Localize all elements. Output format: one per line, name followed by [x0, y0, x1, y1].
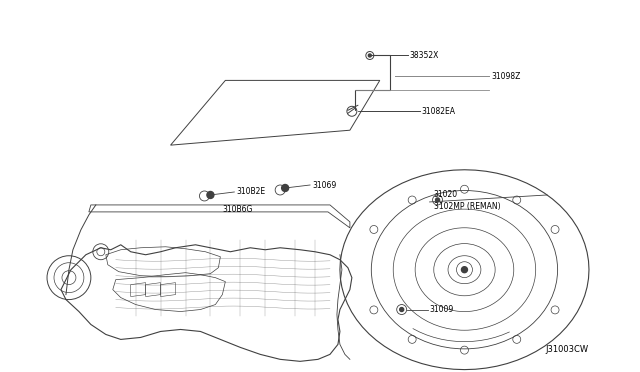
Circle shape	[368, 54, 371, 57]
Text: 38352X: 38352X	[410, 51, 439, 60]
Circle shape	[282, 185, 289, 192]
Text: 31098Z: 31098Z	[492, 72, 521, 81]
Circle shape	[207, 192, 214, 198]
Text: 31069: 31069	[312, 180, 336, 189]
Text: 31082EA: 31082EA	[422, 107, 456, 116]
Circle shape	[461, 267, 467, 273]
Circle shape	[436, 198, 440, 202]
Circle shape	[400, 308, 404, 311]
Text: 31009: 31009	[429, 305, 454, 314]
Text: 310B2E: 310B2E	[236, 187, 266, 196]
Text: 310B6G: 310B6G	[222, 205, 253, 214]
Text: 31020: 31020	[433, 190, 458, 199]
Text: J31003CW: J31003CW	[546, 345, 589, 355]
Text: 3102MP (REMAN): 3102MP (REMAN)	[433, 202, 500, 211]
